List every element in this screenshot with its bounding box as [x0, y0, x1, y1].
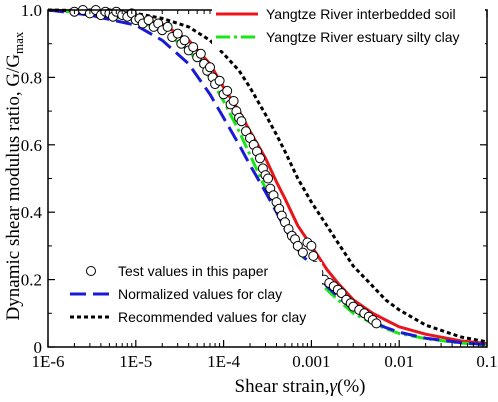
scatter-point — [292, 240, 303, 251]
legend-label: Yangtze River interbedded soil — [266, 6, 456, 22]
legend-label: Normalized values for clay — [118, 286, 282, 302]
legend-swatch — [86, 266, 96, 276]
x-tick-label: 1E-4 — [207, 352, 241, 371]
x-tick-label: 0.1 — [476, 352, 497, 371]
legend-bottom: Test values in this paper Normalized valu… — [66, 262, 322, 334]
scatter-point — [179, 35, 190, 46]
y-tick-label: 0 — [34, 338, 43, 357]
scatter-point — [143, 15, 154, 26]
scatter-point — [228, 96, 239, 106]
y-axis-title: Dynamic shear modulus ratio, G/Gmax — [3, 31, 26, 320]
scatter-point — [214, 75, 225, 86]
legend-top: Yangtze River interbedded soil Yangtze Ri… — [212, 6, 485, 50]
series-line-3 — [47, 8, 488, 344]
scatter-point — [297, 247, 308, 258]
y-tick-label: 1.0 — [21, 1, 42, 20]
scatter-point — [336, 288, 347, 299]
scatter-point — [172, 28, 183, 39]
x-tick-label: 1E-6 — [31, 352, 64, 371]
y-tick-label: 0.4 — [21, 203, 43, 222]
scatter-point — [371, 318, 382, 329]
scatter-point — [162, 21, 173, 32]
x-tick-label: 0.01 — [384, 352, 414, 371]
y-tick-label: 0.2 — [21, 271, 42, 290]
scatter-point — [195, 48, 206, 59]
x-axis-title: Shear strain,γ(%) — [235, 376, 366, 397]
scatter-point — [222, 85, 233, 96]
points-layer — [69, 5, 382, 329]
legend-bottom-bg — [66, 262, 322, 334]
scatter-point — [205, 62, 215, 73]
scatter-point — [308, 251, 319, 261]
legend-label: Yangtze River estuary silty clay — [266, 29, 459, 45]
scatter-point — [306, 240, 317, 251]
legend-label: Test values in this paper — [118, 263, 269, 279]
scatter-point — [236, 116, 247, 127]
y-tick-label: 0.8 — [21, 68, 42, 87]
y-tick-label: 0.6 — [21, 136, 42, 155]
scatter-point — [188, 42, 199, 53]
x-tick-label: 0.001 — [292, 352, 330, 371]
legend-label: Recommended values for clay — [118, 309, 306, 325]
x-tick-label: 1E-5 — [119, 352, 152, 371]
scatter-point — [255, 153, 265, 164]
scatter-point — [263, 173, 273, 184]
